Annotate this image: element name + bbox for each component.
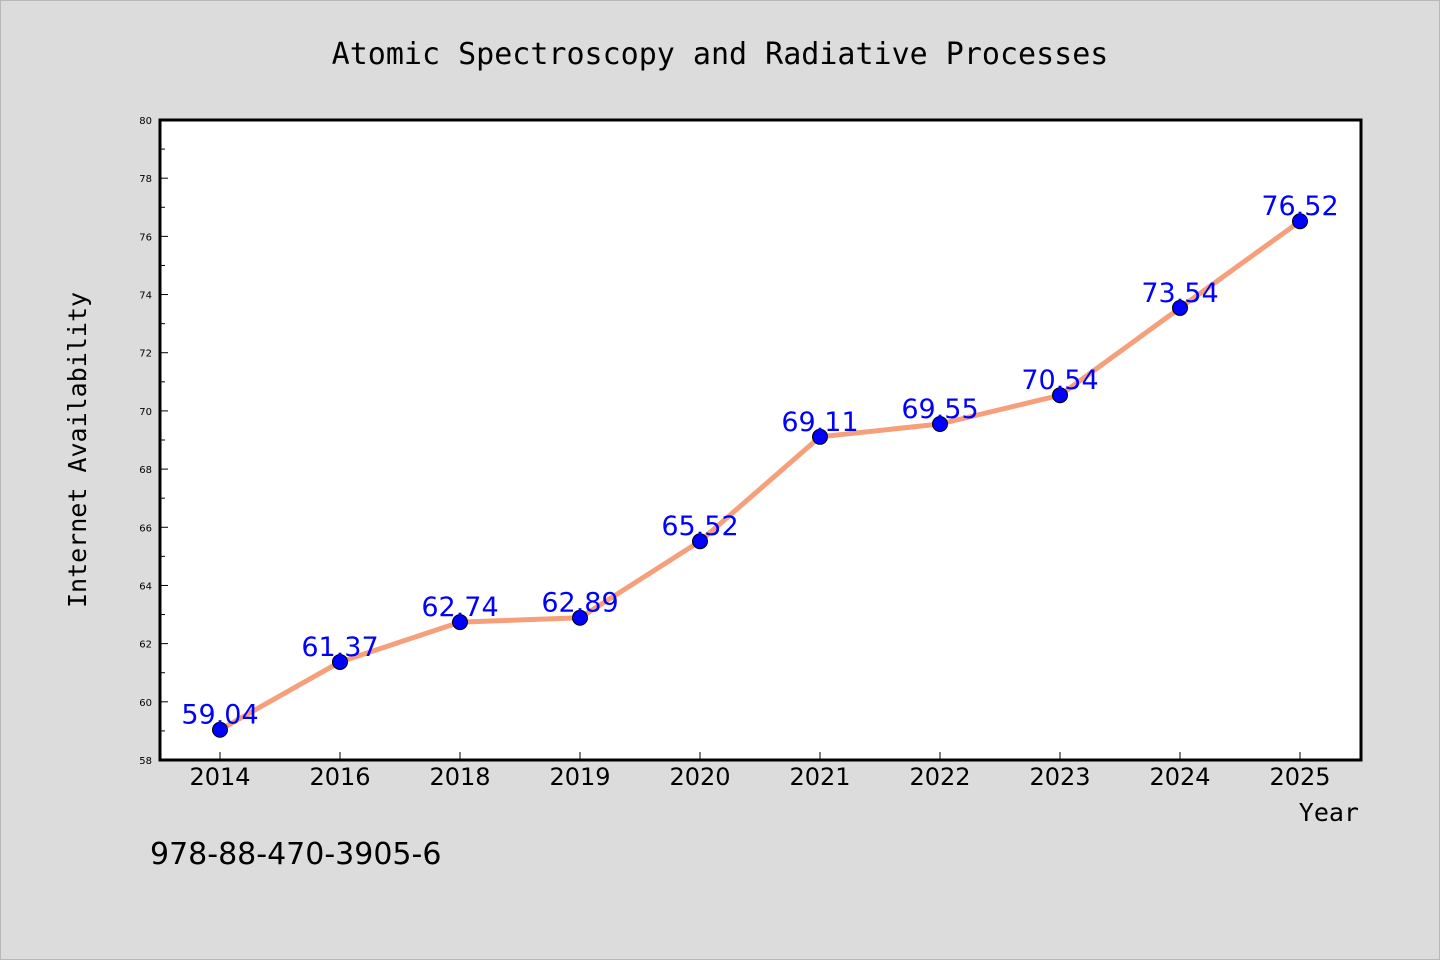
x-axis: 2014 2016 2018 2019 2020 2021 2022 2023 2024 2025 — [189, 752, 1331, 791]
data-label: 69.55 — [901, 394, 978, 425]
y-tick-label: 78 — [139, 174, 152, 185]
y-axis-label: Internet Availability — [63, 292, 92, 608]
data-label: 62.74 — [421, 592, 498, 623]
x-tick-label: 2021 — [789, 763, 850, 791]
y-tick-label: 60 — [139, 698, 152, 709]
x-axis-label: Year — [1299, 798, 1359, 827]
data-label-layer: 59.04 61.37 62.74 62.89 65.52 69.11 69.55 70.54… — [181, 191, 1338, 731]
data-point — [812, 428, 828, 445]
x-tick-label: 2022 — [909, 763, 970, 791]
series-line — [217, 218, 1303, 733]
data-point — [1292, 213, 1308, 230]
data-label: 59.04 — [181, 700, 258, 731]
y-tick-label: 80 — [139, 116, 152, 127]
y-tick-label: 70 — [139, 407, 152, 418]
x-tick-label: 2023 — [1029, 763, 1090, 791]
x-tick-label: 2025 — [1269, 763, 1330, 791]
x-tick-label: 2018 — [429, 763, 490, 791]
y-tick-label: 64 — [139, 581, 152, 592]
data-label: 73.54 — [1141, 278, 1218, 309]
data-point — [452, 614, 468, 631]
data-point — [332, 653, 348, 670]
data-point — [932, 416, 948, 432]
y-tick-label: 58 — [139, 756, 152, 767]
data-label: 76.52 — [1261, 191, 1338, 222]
data-point — [1172, 299, 1188, 316]
y-axis: 58 60 62 64 66 68 70 72 74 76 78 80 — [139, 116, 168, 767]
y-tick-label: 62 — [139, 640, 152, 651]
data-point — [692, 533, 708, 550]
data-point — [212, 721, 228, 738]
x-tick-label: 2014 — [189, 763, 250, 791]
x-tick-label: 2024 — [1149, 763, 1210, 791]
y-tick-label: 68 — [139, 465, 152, 476]
data-label: 65.52 — [661, 511, 738, 542]
data-point — [572, 609, 588, 626]
data-label: 61.37 — [301, 632, 378, 663]
series-layer — [212, 213, 1308, 738]
data-label: 70.54 — [1021, 365, 1098, 396]
y-tick-label: 76 — [139, 232, 152, 243]
x-tick-label: 2020 — [669, 763, 730, 791]
y-tick-label: 66 — [139, 523, 152, 534]
data-label: 69.11 — [781, 407, 858, 438]
y-tick-label: 72 — [139, 349, 152, 360]
data-label: 62.89 — [541, 588, 618, 619]
y-tick-label: 74 — [139, 291, 152, 302]
x-tick-label: 2019 — [549, 763, 610, 791]
data-point — [1052, 387, 1068, 404]
figure-note: 978-88-470-3905-6 — [150, 837, 441, 872]
x-tick-label: 2016 — [309, 763, 370, 791]
chart-title: Atomic Spectroscopy and Radiative Proces… — [332, 37, 1109, 72]
